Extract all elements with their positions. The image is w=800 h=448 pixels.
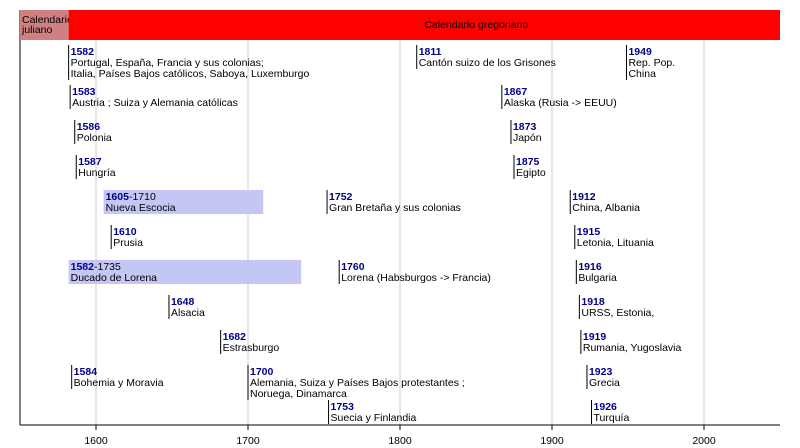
- period-bar: [20, 10, 69, 40]
- event-label: Gran Bretaña y sus colonias: [329, 202, 461, 214]
- event-year: 1605: [106, 191, 130, 203]
- event-label: Nueva Escocia: [106, 202, 176, 214]
- event-year: 1916: [578, 261, 602, 273]
- event-label: China: [628, 68, 656, 80]
- event-label: Bulgaria: [578, 272, 617, 284]
- range-bar: [103, 190, 264, 214]
- event-label: Grecia: [589, 377, 620, 389]
- event-year: 1867: [504, 86, 528, 98]
- x-tick-label: 1600: [84, 435, 108, 447]
- event-label: China, Albania: [572, 202, 640, 214]
- event-label: Alemania, Suiza y Países Bajos protestan…: [250, 377, 465, 389]
- event-year: 1923: [589, 366, 613, 378]
- event-label: Prusia: [113, 237, 143, 249]
- event-year: 1873: [513, 121, 537, 133]
- period-label: juliano: [21, 24, 53, 36]
- event-label: Ducado de Lorena: [71, 272, 158, 284]
- event-label: Alsacia: [171, 307, 205, 319]
- x-tick-label: 1900: [540, 435, 564, 447]
- event-year: 1918: [581, 296, 605, 308]
- event-year: 1700: [250, 366, 274, 378]
- event-year: 1811: [419, 46, 442, 58]
- event-label: Egipto: [516, 167, 546, 179]
- event-label: Austria ; Suiza y Alemania católicas: [72, 97, 238, 109]
- event-label: Portugal, España, Francia y sus colonias…: [71, 57, 264, 69]
- event-year: 1875: [516, 156, 540, 168]
- event-year: 1610: [113, 226, 137, 238]
- event-end: -1710: [129, 191, 156, 203]
- event-year: 1949: [628, 46, 652, 58]
- event-label: Japón: [513, 132, 542, 144]
- event-year: 1912: [572, 191, 596, 203]
- event-year: 1919: [583, 331, 607, 343]
- x-tick-label: 1800: [388, 435, 412, 447]
- event-year: 1915: [577, 226, 601, 238]
- event-label: Cantón suizo de los Grisones: [419, 57, 556, 69]
- event-year: 1582: [71, 46, 95, 58]
- event-label: Noruega, Dinamarca: [250, 388, 347, 400]
- event-label: Estrasburgo: [223, 342, 280, 354]
- event-year: 1926: [594, 401, 618, 413]
- event-label: Rumania, Yugoslavia: [583, 342, 682, 354]
- event-label: URSS, Estonia,: [581, 307, 654, 319]
- event-year: 1587: [78, 156, 102, 168]
- event-year: 1584: [74, 366, 98, 378]
- event-year: 1586: [77, 121, 101, 133]
- event-label: Suecia y Finlandia: [331, 412, 417, 424]
- period-label: Calendario gregoriano: [424, 19, 528, 31]
- event-label: Letonia, Lituania: [577, 237, 654, 249]
- x-tick-label: 1700: [236, 435, 260, 447]
- x-tick-label: 2000: [692, 435, 716, 447]
- event-year: 1760: [341, 261, 365, 273]
- event-year: 1753: [331, 401, 355, 413]
- event-label: Bohemia y Moravia: [74, 377, 164, 389]
- event-label: Polonia: [77, 132, 112, 144]
- event-year: 1582: [71, 261, 95, 273]
- period-label: Calendario: [22, 14, 73, 26]
- event-label: Turquía: [594, 412, 630, 424]
- event-label: Lorena (Habsburgos -> Francia): [341, 272, 491, 284]
- event-year: 1752: [329, 191, 353, 203]
- event-label: Italia, Países Bajos católicos, Saboya, …: [71, 68, 310, 80]
- event-label: Rep. Pop.: [628, 57, 675, 69]
- event-year: 1648: [171, 296, 195, 308]
- event-label: Alaska (Rusia -> EEUU): [504, 97, 617, 109]
- period-bar: [68, 10, 780, 40]
- event-year: 1583: [72, 86, 96, 98]
- range-bar: [68, 260, 302, 284]
- event-year: 1682: [223, 331, 247, 343]
- event-label: Hungría: [78, 167, 116, 179]
- event-end: -1735: [94, 261, 121, 273]
